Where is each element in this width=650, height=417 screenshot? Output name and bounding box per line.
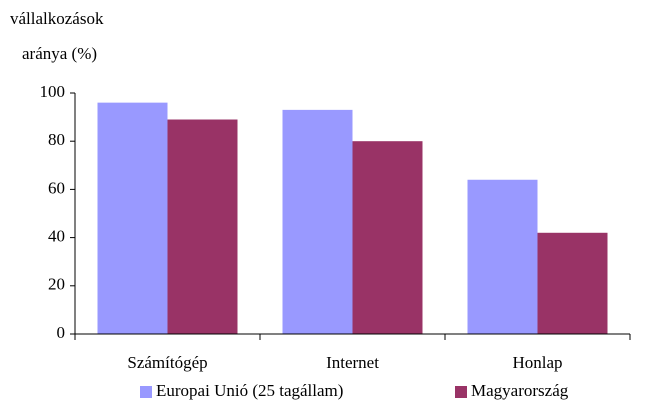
x-tick-label: Számítógép bbox=[127, 353, 207, 372]
y-tick-label: 60 bbox=[48, 178, 65, 197]
legend-swatch bbox=[455, 386, 467, 398]
x-tick-label: Internet bbox=[326, 353, 379, 372]
y-tick-label: 100 bbox=[40, 82, 66, 101]
bar bbox=[537, 232, 608, 334]
legend-label: Europai Unió (25 tagállam) bbox=[156, 381, 343, 400]
y-tick-label: 20 bbox=[48, 275, 65, 294]
y-axis-label: aránya (%) bbox=[22, 44, 97, 63]
bar bbox=[352, 141, 423, 334]
y-axis-label: vállalkozások bbox=[10, 9, 104, 28]
bar bbox=[97, 102, 168, 334]
legend-label: Magyarország bbox=[471, 381, 569, 400]
bar bbox=[282, 109, 353, 335]
bar bbox=[467, 179, 538, 334]
x-tick-label: Honlap bbox=[512, 353, 562, 372]
y-tick-label: 0 bbox=[57, 323, 66, 342]
legend-swatch bbox=[140, 386, 152, 398]
y-tick-label: 80 bbox=[48, 130, 65, 149]
y-tick-label: 40 bbox=[48, 227, 65, 246]
bar bbox=[167, 119, 238, 334]
